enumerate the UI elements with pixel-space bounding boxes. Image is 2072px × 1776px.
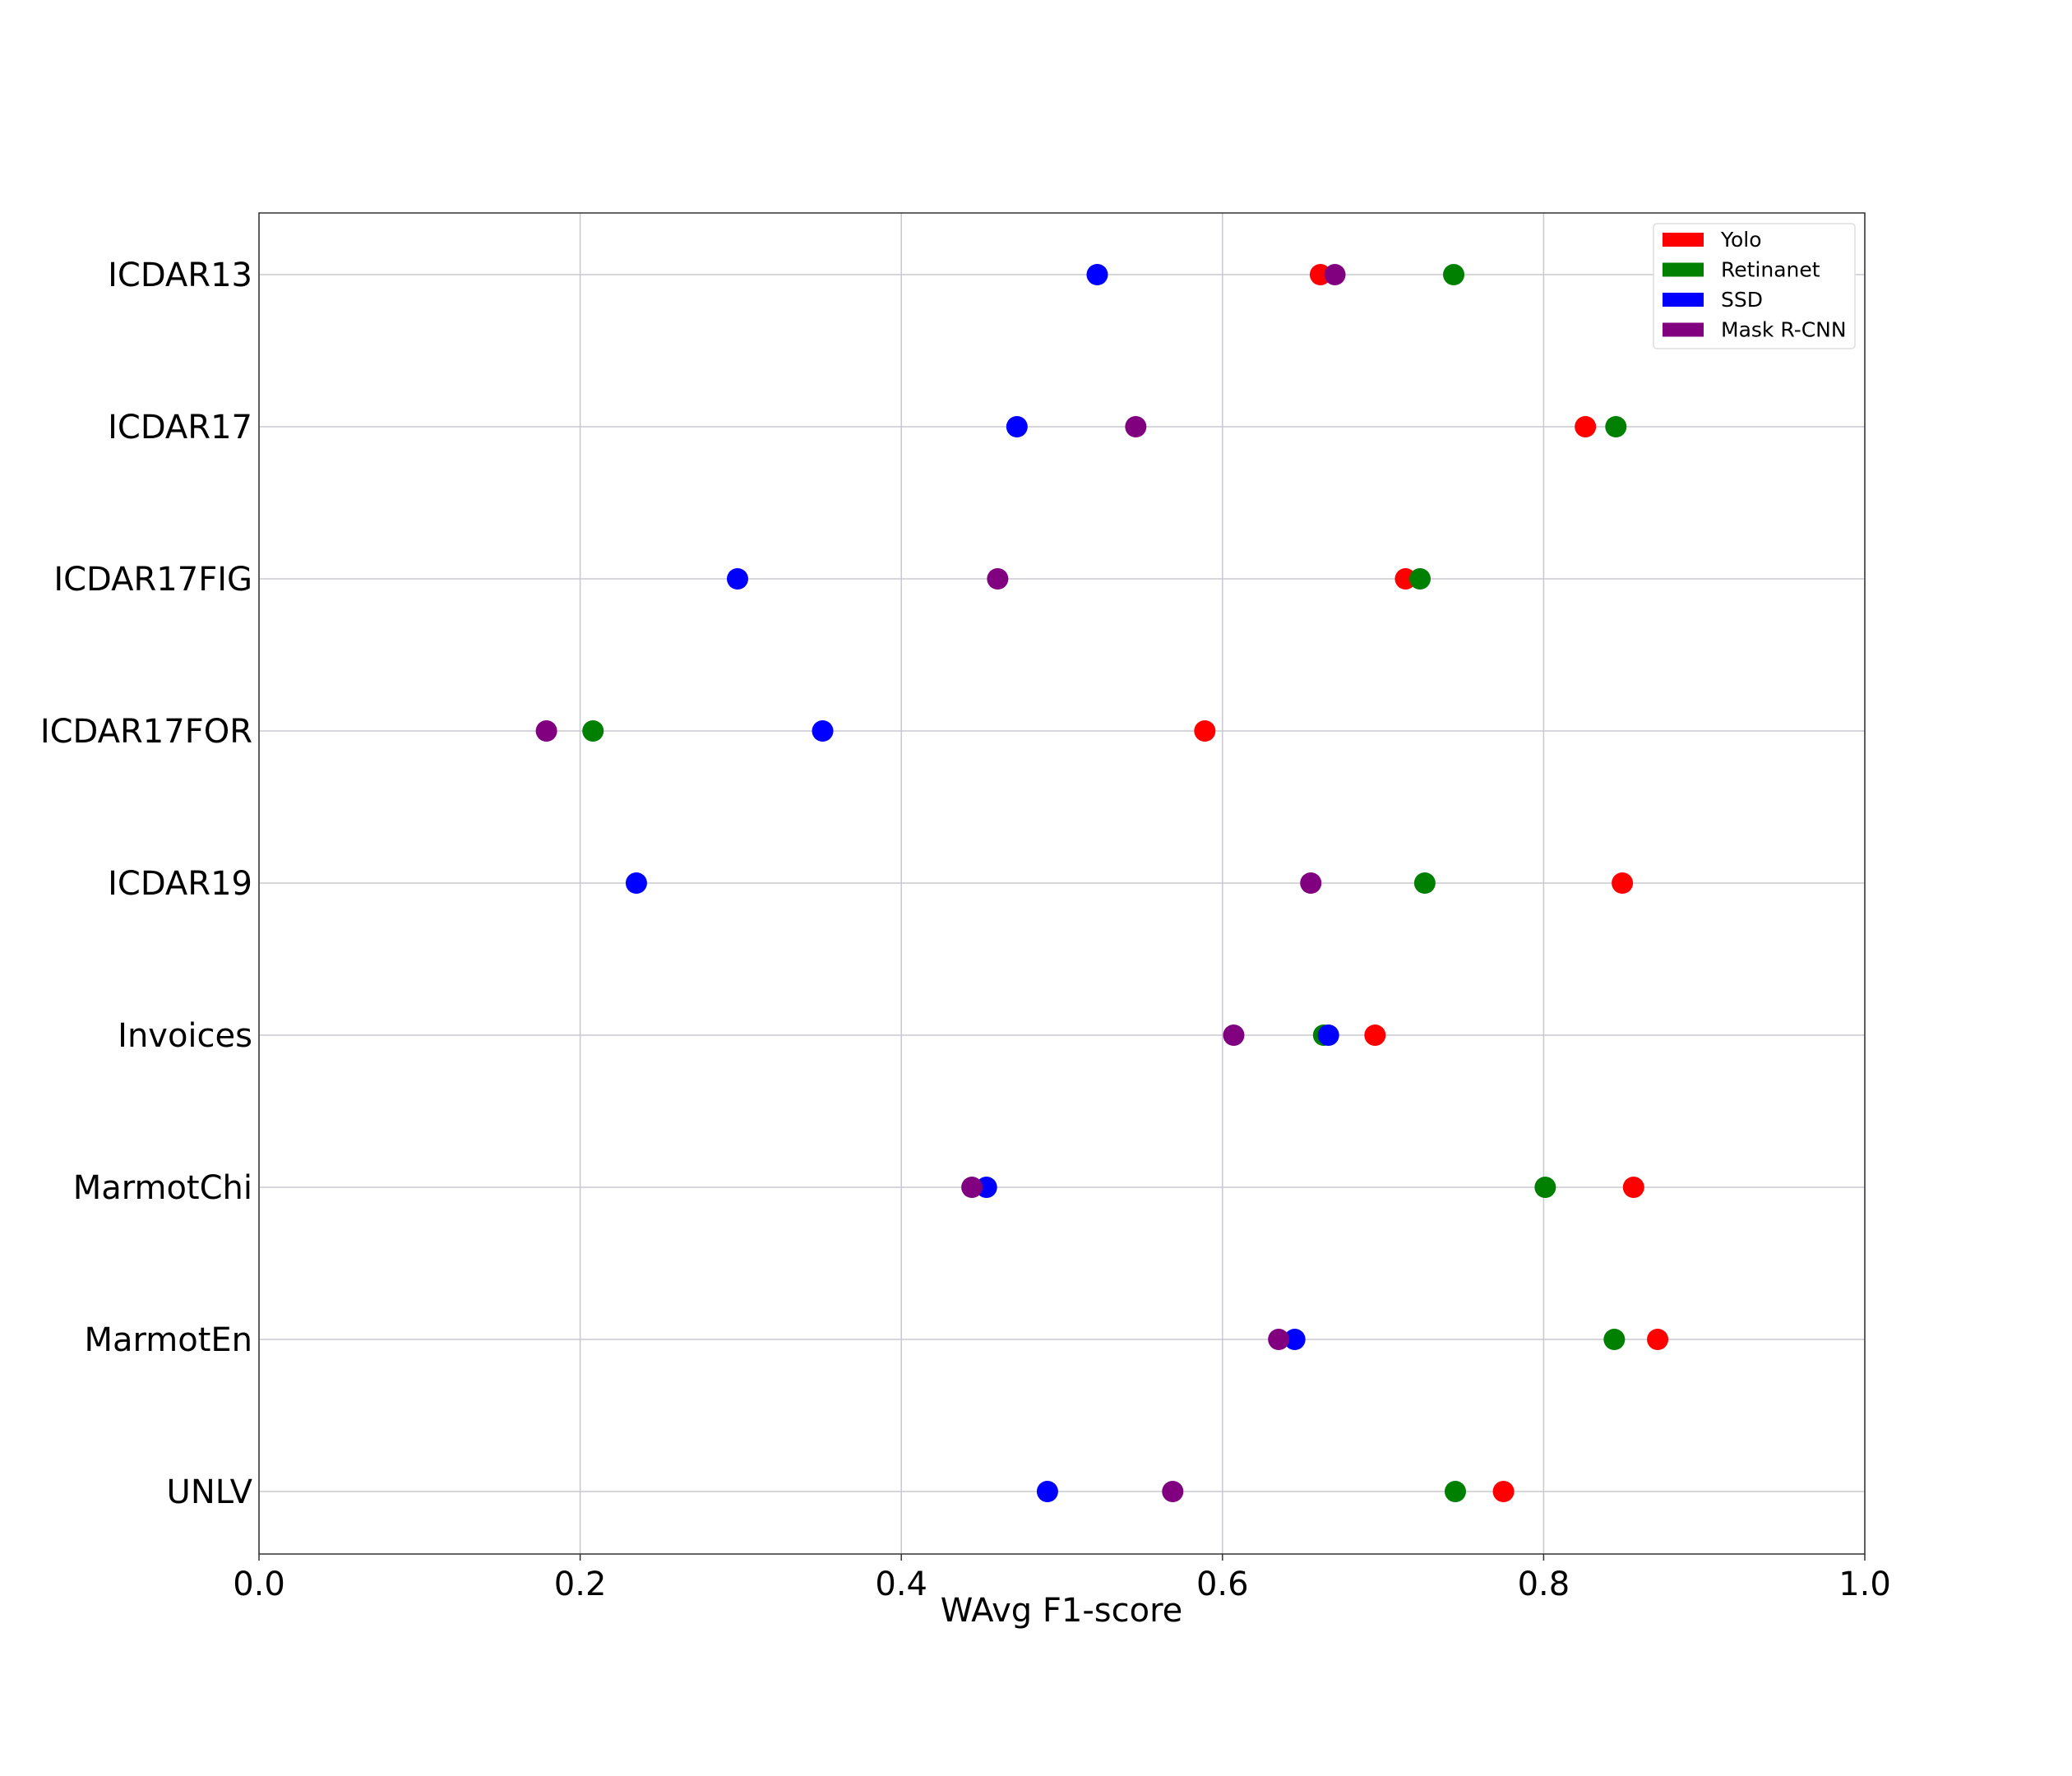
y-tick-label: ICDAR19 xyxy=(108,865,252,903)
x-tick-label: 0.8 xyxy=(1518,1566,1570,1603)
x-tick-label: 0.4 xyxy=(875,1566,927,1603)
legend-swatch xyxy=(1663,293,1704,307)
legend-swatch xyxy=(1663,262,1704,277)
y-tick-label: MarmotChi xyxy=(73,1169,252,1207)
legend-swatch xyxy=(1663,233,1704,247)
data-point-mask-r-cnn xyxy=(1125,416,1147,437)
data-point-ssd xyxy=(1036,1481,1058,1502)
data-point-ssd xyxy=(1317,1024,1339,1046)
data-point-mask-r-cnn xyxy=(987,568,1009,590)
data-point-yolo xyxy=(1622,1177,1644,1198)
legend-swatch xyxy=(1663,322,1704,337)
x-tick-label: 0.6 xyxy=(1196,1566,1249,1603)
data-point-retinanet xyxy=(1443,264,1465,285)
data-points xyxy=(535,264,1669,1502)
data-point-retinanet xyxy=(1444,1481,1466,1502)
data-point-retinanet xyxy=(1534,1177,1556,1198)
x-tick-labels: 0.0 0.2 0.4 0.6 0.8 1.0 xyxy=(233,1566,1891,1603)
data-point-ssd xyxy=(812,720,834,742)
data-point-retinanet xyxy=(1603,1329,1626,1350)
data-point-retinanet xyxy=(1413,872,1436,894)
data-point-mask-r-cnn xyxy=(1268,1329,1290,1350)
y-tick-label: ICDAR17FIG xyxy=(53,561,252,599)
legend-box xyxy=(1653,223,1856,349)
x-tick-label: 0.2 xyxy=(554,1566,607,1603)
plot-frame xyxy=(258,212,1866,1555)
data-point-yolo xyxy=(1612,872,1634,894)
legend: Yolo Retinanet SSD Mask R-CNN xyxy=(1653,223,1856,349)
y-tick-labels: ICDAR13 ICDAR17 ICDAR17FIG ICDAR17FOR ICDAR1… xyxy=(40,257,253,1511)
data-point-retinanet xyxy=(582,720,604,742)
y-tick-label: ICDAR17FOR xyxy=(40,713,252,751)
x-tick-label: 0.0 xyxy=(233,1566,285,1603)
y-tick-label: ICDAR17 xyxy=(108,409,252,446)
y-tick-label: UNLV xyxy=(167,1473,253,1511)
data-point-ssd xyxy=(1283,1329,1306,1350)
data-point-mask-r-cnn xyxy=(1223,1024,1245,1046)
data-point-ssd xyxy=(625,872,647,894)
y-tick-label: MarmotEn xyxy=(84,1321,252,1359)
y-tick-label: ICDAR13 xyxy=(108,257,252,294)
x-tick-label: 1.0 xyxy=(1838,1566,1891,1603)
legend-label: SSD xyxy=(1721,288,1763,312)
data-point-ssd xyxy=(1086,264,1108,285)
data-point-yolo xyxy=(1647,1329,1669,1350)
data-point-yolo xyxy=(1364,1024,1386,1046)
data-point-mask-r-cnn xyxy=(1300,872,1322,894)
legend-label: Yolo xyxy=(1720,228,1762,252)
y-tick-label: Invoices xyxy=(118,1017,252,1055)
data-point-retinanet xyxy=(1605,416,1627,437)
data-point-ssd xyxy=(726,568,748,590)
data-point-yolo xyxy=(1194,720,1216,742)
data-point-yolo xyxy=(1492,1481,1515,1502)
data-point-yolo xyxy=(1575,416,1597,437)
data-point-retinanet xyxy=(1409,568,1431,590)
data-point-mask-r-cnn xyxy=(961,1177,983,1198)
legend-label: Retinanet xyxy=(1721,258,1820,282)
x-axis-label: WAvg F1-score xyxy=(941,1592,1183,1630)
data-point-mask-r-cnn xyxy=(1162,1481,1184,1502)
data-point-mask-r-cnn xyxy=(1324,264,1346,285)
data-point-mask-r-cnn xyxy=(535,720,557,742)
legend-label: Mask R-CNN xyxy=(1721,318,1847,342)
data-point-ssd xyxy=(1006,416,1028,437)
